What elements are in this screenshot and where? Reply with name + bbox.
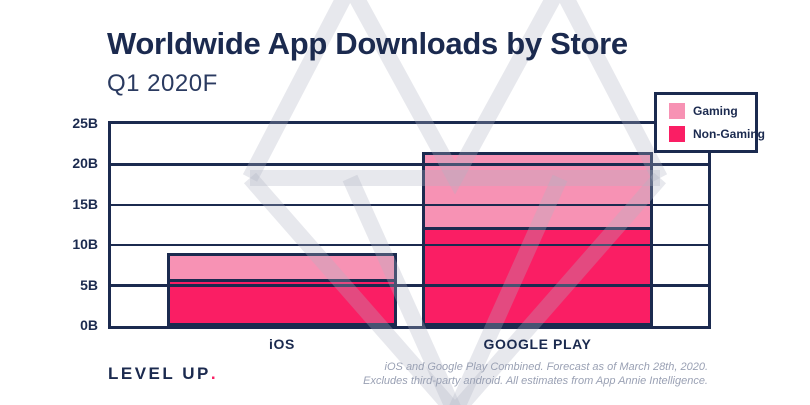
y-axis-label: 0B [80,317,98,333]
gridline [111,203,708,207]
gaming-swatch-icon [669,103,685,119]
gridline [111,243,708,247]
x-axis-label-google-play: GOOGLE PLAY [483,336,592,352]
y-axis: 0B 5B 10B 15B 20B 25B [0,115,98,333]
footnote-line-2: Excludes third-party android. All estima… [363,375,708,387]
logo-text: LEVEL UP [108,364,211,383]
level-up-logo: LEVEL UP. [108,364,216,384]
legend-item-gaming: Gaming [669,103,747,119]
legend-item-non-gaming: Non-Gaming [669,126,765,142]
y-axis-label: 25B [72,115,98,131]
bar-google-play [422,152,653,326]
logo-period: . [210,364,216,383]
chart-legend: Gaming Non-Gaming [654,92,765,153]
legend-label: Gaming [693,104,738,118]
bar-segment-non-gaming [425,227,650,323]
y-axis-label: 5B [80,276,98,293]
y-axis-label: 15B [72,195,98,212]
non-gaming-swatch-icon [669,126,685,142]
gridline [111,284,708,287]
bar-segment-gaming [425,155,650,228]
footnote-line-1: iOS and Google Play Combined. Forecast a… [384,361,708,373]
source-footnote: iOS and Google Play Combined. Forecast a… [363,360,708,388]
bar-ios [167,253,397,326]
plot-area [108,121,711,329]
y-axis-label: 20B [72,155,98,172]
bar-segment-gaming [170,256,394,279]
legend-label: Non-Gaming [693,127,765,141]
chart-header: Worldwide App Downloads by Store Q1 2020… [107,26,628,98]
gridline [111,163,708,166]
page-subtitle: Q1 2020F [107,70,218,97]
x-axis-label-ios: iOS [269,336,295,352]
page-title: Worldwide App Downloads by Store [107,26,628,61]
y-axis-label: 10B [72,236,98,253]
